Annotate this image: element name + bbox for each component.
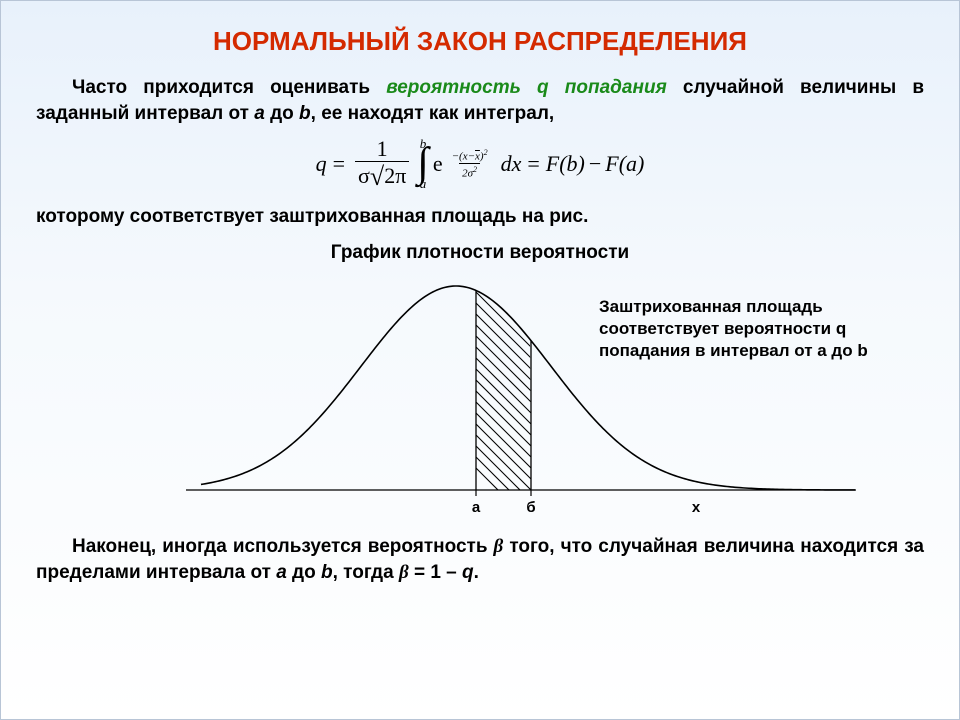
pf-pre: Наконец, иногда используется вероятность xyxy=(72,536,494,557)
f-eq2: = xyxy=(527,151,539,177)
paragraph-1: Часто приходится оценивать вероятность q… xyxy=(36,75,924,126)
formula-block: q = 1 σ√2π b ∫ a e −(x−x)2 2σ2 xyxy=(36,138,924,190)
slide: НОРМАЛЬНЫЙ ЗАКОН РАСПРЕДЕЛЕНИЯ Часто при… xyxy=(0,0,960,720)
chart-title: График плотности вероятности xyxy=(36,242,924,264)
svg-text:а: а xyxy=(472,499,481,516)
f-Fa: F(a) xyxy=(605,151,644,177)
f-den1: σ√2π xyxy=(355,161,409,190)
f-one: 1 xyxy=(374,138,391,161)
chart-annotation: Заштрихованная площадь соответствует вер… xyxy=(599,296,904,362)
svg-text:x: x xyxy=(692,499,701,516)
p1-pre: Часто приходится оценивать xyxy=(72,77,386,98)
paragraph-final: Наконец, иногда используется вероятность… xyxy=(36,534,924,585)
p1-mid: до xyxy=(265,103,299,124)
p1-highlight: вероятность q попадания xyxy=(386,77,667,98)
p1-b: b xyxy=(299,103,311,124)
paragraph-2: которому соответствует заштрихованная пл… xyxy=(36,204,924,230)
f-exponent: −(x−x)2 2σ2 xyxy=(445,149,495,180)
f-eq1: = xyxy=(333,151,345,177)
pf-mid3: , тогда xyxy=(333,562,399,583)
slide-title: НОРМАЛЬНЫЙ ЗАКОН РАСПРЕДЕЛЕНИЯ xyxy=(36,26,924,57)
p1-a: а xyxy=(254,103,265,124)
chart-area: а б x Заштрихованная площадь соответствует… xyxy=(36,268,924,528)
pf-dot: . xyxy=(474,562,479,583)
integral-formula: q = 1 σ√2π b ∫ a e −(x−x)2 2σ2 xyxy=(316,138,645,190)
pf-eq: = 1 – xyxy=(409,562,462,583)
p1-post2: , ее находят как интеграл, xyxy=(311,103,555,124)
pf-beta2: β xyxy=(399,562,409,583)
f-q: q xyxy=(316,151,327,177)
f-integral: b ∫ a xyxy=(417,139,429,189)
pf-a: а xyxy=(276,562,287,583)
pf-q: q xyxy=(462,562,474,583)
pf-b: b xyxy=(321,562,333,583)
pf-mid2: до xyxy=(287,562,321,583)
svg-text:б: б xyxy=(526,499,535,516)
f-minus: − xyxy=(589,151,601,177)
f-dx: dx xyxy=(501,151,522,177)
pf-beta1: β xyxy=(494,536,504,557)
f-e: e xyxy=(433,151,443,177)
f-Fb: F(b) xyxy=(546,151,585,177)
f-frac1: 1 σ√2π xyxy=(355,138,409,190)
